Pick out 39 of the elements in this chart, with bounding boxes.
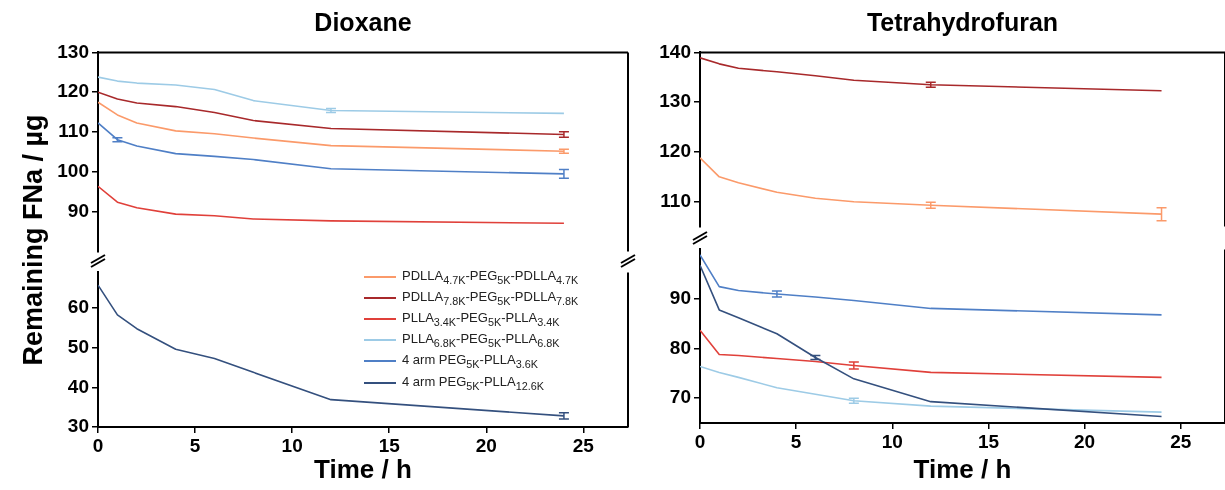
x-axis-title: Time / h [314, 453, 412, 484]
y-tick-label: 120 [659, 140, 691, 162]
legend-label: 4 arm PEG$_{5K}$-PLLA$_{12.6K}$ [402, 373, 544, 392]
legend-label: PLLA$_{3.4K}$-PEG$_{5K}$-PLLA$_{3.4K}$ [402, 309, 560, 328]
x-axis-title: Time / h [913, 453, 1012, 484]
x-tick-label: 0 [694, 430, 706, 452]
y-tick-label: 110 [660, 189, 691, 211]
chart-title: Dioxane [313, 8, 413, 37]
legend-label: PDLLA$_{4.7K}$-PEG$_{5K}$-PDLLA$_{4.7K}$ [402, 267, 579, 286]
y-tick-label: 90 [669, 287, 691, 309]
y-tick-label: 100 [57, 160, 89, 182]
x-tick-label: 20 [1074, 430, 1096, 452]
x-tick-label: 5 [790, 430, 802, 452]
y-tick-label: 30 [67, 415, 89, 437]
y-tick-label: 50 [67, 335, 89, 357]
y-tick-label: 110 [58, 120, 89, 142]
y-tick-label: 90 [67, 199, 89, 221]
x-tick-label: 25 [1170, 430, 1192, 452]
y-tick-label: 130 [57, 40, 89, 62]
y-axis-title: Remaining FNa / µg [17, 114, 49, 366]
y-tick-label: 60 [67, 296, 89, 318]
x-tick-label: 20 [475, 434, 497, 456]
x-tick-label: 15 [977, 430, 1000, 452]
x-tick-label: 10 [281, 434, 303, 456]
x-tick-label: 10 [881, 430, 903, 452]
legend-label: 4 arm PEG$_{5K}$-PLLA$_{3.6K}$ [402, 351, 538, 370]
x-tick-label: 5 [189, 434, 201, 456]
y-tick-label: 140 [659, 40, 691, 62]
y-tick-label: 80 [669, 336, 691, 358]
x-tick-label: 0 [92, 434, 104, 456]
y-tick-label: 130 [659, 90, 691, 112]
x-tick-label: 25 [572, 434, 595, 456]
legend-label: PLLA$_{6.8K}$-PEG$_{5K}$-PLLA$_{6.8K}$ [402, 330, 560, 349]
y-tick-label: 40 [67, 375, 89, 397]
chart-title: Tetrahydrofuran [865, 8, 1060, 37]
legend-label: PDLLA$_{7.8K}$-PEG$_{5K}$-PDLLA$_{7.8K}$ [402, 288, 579, 307]
y-tick-label: 70 [669, 386, 691, 408]
y-tick-label: 120 [57, 80, 89, 102]
x-tick-label: 15 [378, 434, 401, 456]
